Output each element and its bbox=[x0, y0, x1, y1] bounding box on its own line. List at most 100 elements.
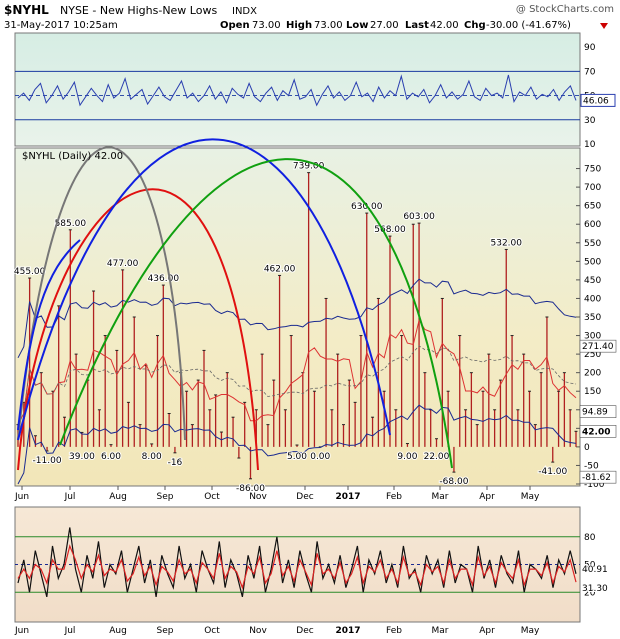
top-tick-label: 90 bbox=[584, 43, 596, 53]
main-tick-label: 350 bbox=[584, 313, 601, 323]
month-label-bottom: Sep bbox=[157, 626, 174, 636]
last-label: Last bbox=[405, 20, 429, 31]
top-current-value: 46.06 bbox=[583, 96, 609, 106]
top-indicator: 103050709046.06 bbox=[15, 43, 616, 150]
main-tick-label: -100 bbox=[584, 480, 605, 490]
chg-value: -30.00 (-41.67%) bbox=[486, 20, 571, 31]
trough-label: 39.00 bbox=[69, 452, 95, 462]
month-label-bottom: Aug bbox=[109, 626, 127, 636]
peak-label: 532.00 bbox=[491, 238, 523, 248]
month-label-bottom: May bbox=[521, 626, 540, 636]
down-arrow-icon bbox=[600, 23, 608, 29]
month-label-main: May bbox=[521, 492, 540, 502]
trough-label: 5.00 bbox=[287, 452, 307, 462]
main-tick-label: 200 bbox=[584, 369, 601, 379]
high-label: High bbox=[286, 20, 312, 31]
month-label-main: Dec bbox=[296, 492, 313, 502]
trough-label: -11.00 bbox=[33, 456, 62, 466]
month-label-bottom: Dec bbox=[296, 626, 313, 636]
main-tick-label: 250 bbox=[584, 350, 601, 360]
moving-average-short bbox=[17, 318, 577, 425]
month-label-main: Mar bbox=[432, 492, 449, 502]
peak-label: 568.00 bbox=[374, 225, 406, 235]
trough-label: -16 bbox=[168, 458, 183, 468]
symbol: $NYHL bbox=[4, 3, 49, 17]
main-tick-label: 300 bbox=[584, 332, 601, 342]
open-label: Open bbox=[220, 20, 250, 31]
index-name: NYSE - New Highs-New Lows bbox=[60, 4, 217, 17]
bottom-current-value-1: 40.91 bbox=[582, 565, 608, 575]
main-tick-label: 600 bbox=[584, 220, 601, 230]
peak-label: 462.00 bbox=[264, 264, 296, 274]
right-value-box bbox=[579, 339, 617, 353]
month-label-bottom: Jun bbox=[14, 626, 29, 636]
month-label-main: Jul bbox=[64, 492, 76, 502]
main-tick-label: 700 bbox=[584, 183, 601, 193]
month-label-main: Aug bbox=[109, 492, 127, 502]
hand-drawn-arcs bbox=[17, 138, 453, 471]
main-tick-label: 550 bbox=[584, 239, 601, 249]
main-tick-label: 400 bbox=[584, 294, 601, 304]
series-label: $NYHL (Daily) 42.00 bbox=[22, 151, 123, 162]
month-label-bottom: 2017 bbox=[335, 626, 360, 636]
main-tick-label: 450 bbox=[584, 276, 601, 286]
lower-band bbox=[17, 404, 577, 485]
main-tick-label: 150 bbox=[584, 387, 601, 397]
moving-average-long bbox=[17, 345, 577, 425]
watermark: @ StockCharts.com bbox=[516, 4, 614, 15]
month-label-bottom: Nov bbox=[249, 626, 267, 636]
red-arc bbox=[17, 188, 259, 471]
blue-arc-start bbox=[17, 239, 81, 431]
month-label-main: Oct bbox=[204, 492, 220, 502]
bottom-tick-label: 20 bbox=[584, 588, 596, 598]
peak-label: 477.00 bbox=[107, 259, 139, 269]
chg-label: Chg bbox=[464, 20, 486, 31]
exchange: INDX bbox=[232, 6, 257, 17]
bottom-tick-label: 80 bbox=[584, 533, 596, 543]
right-value-box bbox=[579, 405, 617, 418]
date-stamp: 31-May-2017 10:25am bbox=[4, 20, 118, 31]
month-label-main: Jun bbox=[14, 492, 29, 502]
right-value-label: 94.89 bbox=[582, 408, 608, 418]
trough-label: 0.00 bbox=[310, 452, 330, 462]
trough-label: -86.00 bbox=[236, 484, 265, 494]
trough-label: 8.00 bbox=[142, 452, 162, 462]
top-value-box bbox=[580, 93, 616, 107]
main-panel bbox=[14, 147, 581, 487]
top-tick-label: 10 bbox=[584, 140, 596, 150]
month-label-bottom: Mar bbox=[432, 626, 449, 636]
main-tick-label: 750 bbox=[584, 165, 601, 175]
trough-label: -68.00 bbox=[439, 477, 468, 487]
top-tick-label: 30 bbox=[584, 116, 596, 126]
peak-label: 603.00 bbox=[403, 212, 435, 222]
bottom-tick-label: 50 bbox=[584, 561, 596, 571]
peak-label: 455.00 bbox=[14, 267, 46, 277]
bottom-current-value-2: 31.30 bbox=[582, 584, 608, 594]
high-value: 73.00 bbox=[314, 20, 343, 31]
month-label-main: Feb bbox=[386, 492, 402, 502]
right-value-label: 42.00 bbox=[582, 427, 610, 437]
axes: Jun Jun Jul Jul Aug Aug Sep Sep Oct Oct Nov Nov Dec D… bbox=[14, 486, 540, 636]
right-value-box bbox=[579, 425, 617, 438]
right-value-label: 271.40 bbox=[582, 342, 614, 352]
month-label-main: 2017 bbox=[335, 492, 360, 502]
peak-label: 436.00 bbox=[148, 274, 180, 284]
bottom-slow-line bbox=[17, 544, 577, 590]
month-label-main: Apr bbox=[479, 492, 495, 502]
trough-label: 9.00 bbox=[397, 452, 417, 462]
month-label-bottom: Oct bbox=[204, 626, 220, 636]
open-value: 73.00 bbox=[252, 20, 281, 31]
main-tick-label: 500 bbox=[584, 257, 601, 267]
upper-band bbox=[17, 278, 577, 359]
last-value: 42.00 bbox=[430, 20, 459, 31]
month-label-main: Nov bbox=[249, 492, 267, 502]
right-value-label: -81.62 bbox=[582, 473, 611, 483]
green-arc bbox=[59, 158, 453, 469]
trough-label: 22.00 bbox=[424, 452, 450, 462]
low-label: Low bbox=[346, 20, 368, 31]
blue-arc bbox=[17, 138, 391, 441]
main-tick-label: -50 bbox=[584, 461, 599, 471]
peak-label: 585.00 bbox=[55, 219, 87, 229]
low-value: 27.00 bbox=[370, 20, 399, 31]
